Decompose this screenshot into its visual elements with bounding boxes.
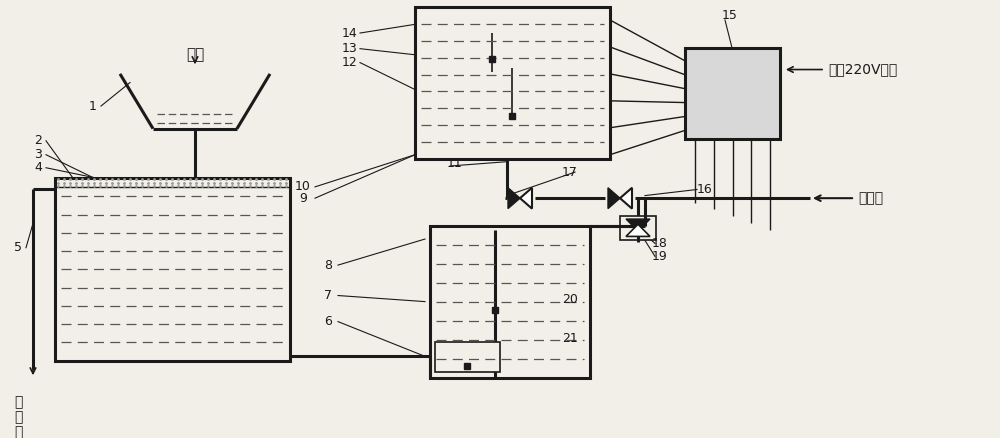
Text: 6: 6 xyxy=(324,315,332,328)
Text: 14: 14 xyxy=(342,27,358,39)
Text: 2: 2 xyxy=(34,134,42,147)
Polygon shape xyxy=(620,188,632,208)
Bar xyxy=(430,226,590,378)
Text: 4: 4 xyxy=(34,161,42,174)
Polygon shape xyxy=(508,188,520,208)
Polygon shape xyxy=(626,224,650,237)
Text: 1: 1 xyxy=(89,99,97,113)
Text: 17: 17 xyxy=(562,166,578,179)
Text: 11: 11 xyxy=(447,157,463,170)
Bar xyxy=(55,178,290,361)
Bar xyxy=(620,215,656,240)
Bar xyxy=(435,342,500,372)
Text: 12: 12 xyxy=(342,56,358,69)
Polygon shape xyxy=(520,188,532,208)
Text: 5: 5 xyxy=(14,241,22,254)
Bar xyxy=(685,48,780,139)
Text: 10: 10 xyxy=(295,180,311,194)
Text: 18: 18 xyxy=(652,237,668,250)
Text: 13: 13 xyxy=(342,42,358,55)
Text: 自来水: 自来水 xyxy=(858,191,883,205)
Text: 9: 9 xyxy=(299,192,307,205)
Polygon shape xyxy=(608,188,620,208)
Text: 8: 8 xyxy=(324,258,332,272)
Text: 19: 19 xyxy=(652,250,668,263)
Bar xyxy=(415,7,610,159)
Text: 废水: 废水 xyxy=(186,47,204,62)
Text: 20: 20 xyxy=(562,293,578,306)
Polygon shape xyxy=(626,219,650,231)
Text: 16: 16 xyxy=(697,183,713,196)
Text: 交流220V电源: 交流220V电源 xyxy=(828,63,897,77)
Text: 7: 7 xyxy=(324,289,332,302)
Text: 3: 3 xyxy=(34,148,42,161)
Text: 15: 15 xyxy=(722,9,738,22)
Text: 下
水
道: 下 水 道 xyxy=(14,396,22,438)
Text: 21: 21 xyxy=(562,332,578,346)
